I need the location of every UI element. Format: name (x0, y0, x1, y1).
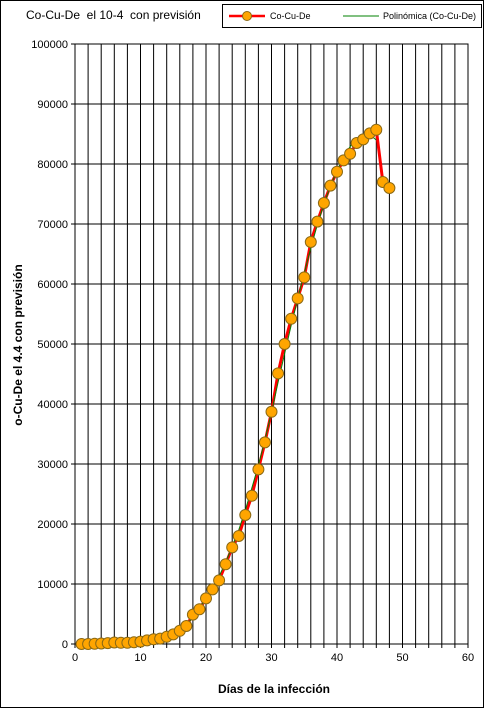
y-tick-label: 0 (62, 639, 68, 651)
data-point (291, 292, 304, 305)
data-point (245, 489, 258, 502)
data-point (193, 603, 206, 616)
data-point (304, 236, 317, 248)
data-point (239, 509, 252, 521)
y-tick-label: 60000 (37, 279, 68, 291)
data-point (298, 271, 311, 284)
data-point (331, 165, 343, 178)
y-tick-label: 70000 (37, 219, 68, 231)
data-point (383, 182, 396, 194)
y-tick-label: 20000 (37, 519, 68, 531)
x-tick-label: 50 (396, 652, 408, 664)
y-tick-label: 40000 (37, 399, 68, 411)
x-tick-label: 60 (462, 652, 474, 664)
data-point (200, 592, 212, 605)
x-tick-label: 10 (134, 652, 146, 664)
data-point (285, 312, 298, 325)
legend: Co-Cu-De Polinómica (Co-Cu-De) (222, 4, 482, 28)
data-point (258, 436, 271, 449)
data-point (317, 197, 330, 209)
data-point (311, 215, 324, 228)
data-point (213, 574, 226, 587)
y-tick-label: 50000 (37, 339, 68, 351)
chart-title: Co-Cu-De el 10-4 con previsión (26, 8, 201, 22)
data-point (272, 367, 285, 380)
x-axis-label: Días de la infección (217, 682, 331, 696)
data-point (370, 123, 383, 136)
legend-swatches (229, 11, 379, 21)
data-point (180, 620, 193, 632)
legend-series-label: Co-Cu-De (270, 11, 311, 21)
legend-trend-label: Polinómica (Co-Cu-De) (383, 11, 477, 21)
data-point (265, 405, 278, 418)
y-tick-label: 80000 (37, 159, 68, 171)
y-tick-label: 90000 (37, 99, 68, 111)
data-point (278, 338, 291, 350)
data-point (219, 558, 232, 571)
data-point (252, 463, 265, 476)
data-point (226, 541, 239, 554)
data-point (232, 530, 245, 542)
x-tick-label: 0 (72, 652, 78, 664)
x-tick-label: 20 (200, 652, 212, 664)
y-tick-label: 100000 (31, 39, 68, 51)
y-axis-label: o-Cu-De el 4.4 con previsión (11, 264, 25, 426)
data-point (206, 583, 219, 596)
data-point (324, 179, 337, 192)
x-tick-label: 40 (331, 652, 343, 664)
legend-series-marker (242, 11, 252, 21)
data-point (344, 147, 357, 160)
x-tick-label: 30 (265, 652, 277, 664)
y-tick-label: 10000 (37, 579, 68, 591)
y-tick-label: 30000 (37, 459, 68, 471)
